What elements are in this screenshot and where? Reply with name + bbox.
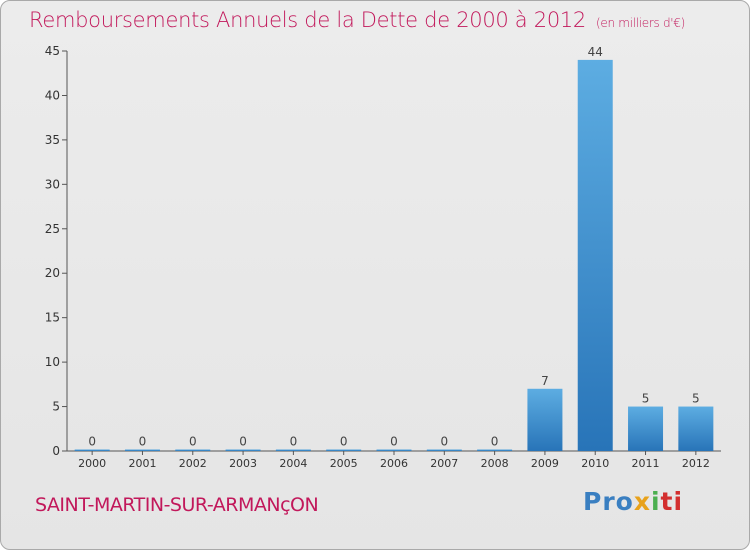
x-tick-label-2012: 2012	[682, 457, 710, 470]
bar-2010	[577, 59, 613, 452]
value-label-2010: 44	[588, 45, 603, 59]
y-tick-label: 35	[45, 133, 60, 147]
value-label-2011: 5	[642, 392, 650, 406]
x-tick-label-2003: 2003	[229, 457, 257, 470]
value-label-2007: 0	[440, 435, 448, 449]
chart-title-text: Remboursements Annuels de la Dette de 20…	[29, 8, 586, 32]
bar-2001	[124, 449, 160, 451]
value-label-2000: 0	[88, 435, 96, 449]
value-label-2001: 0	[139, 435, 147, 449]
x-tick-label-2005: 2005	[330, 457, 358, 470]
value-label-2012: 5	[692, 392, 700, 406]
y-tick-label: 45	[45, 44, 60, 58]
logo-part-3: i	[650, 487, 661, 516]
value-label-2006: 0	[390, 435, 398, 449]
proxiti-logo: Proxiti	[583, 487, 683, 516]
bar-2011	[628, 406, 664, 451]
y-tick-label: 0	[52, 444, 60, 458]
value-label-2003: 0	[239, 435, 247, 449]
y-tick-label: 20	[45, 266, 60, 280]
bar-2005	[326, 449, 362, 451]
chart-unit: (en milliers d'€)	[596, 16, 686, 30]
logo-part-2: x	[633, 487, 651, 516]
x-tick-label-2002: 2002	[179, 457, 207, 470]
commune-name: SAINT-MARTIN-SUR-ARMANçON	[35, 494, 319, 516]
x-tick-label-2006: 2006	[380, 457, 408, 470]
value-label-2002: 0	[189, 435, 197, 449]
x-tick-label-2001: 2001	[128, 457, 156, 470]
chart-bars	[74, 59, 714, 452]
bar-2007	[426, 449, 462, 451]
y-tick-label: 15	[45, 311, 60, 325]
chart-labels: 2000 0 2001 0 2002 0 2003 0 2004 0 2005 0 2006 0 2007 0…	[78, 45, 710, 470]
logo-part-4: ti	[660, 487, 684, 516]
value-label-2009: 7	[541, 374, 549, 388]
value-label-2004: 0	[290, 435, 298, 449]
y-tick-label: 10	[45, 355, 60, 369]
y-tick-label: 40	[45, 88, 60, 102]
bar-2012	[678, 406, 714, 451]
x-tick-label-2004: 2004	[279, 457, 307, 470]
bar-2008	[477, 449, 513, 451]
y-tick-label: 30	[45, 177, 60, 191]
x-tick-label-2010: 2010	[581, 457, 609, 470]
x-tick-label-2011: 2011	[632, 457, 660, 470]
x-tick-label-2007: 2007	[430, 457, 458, 470]
value-label-2008: 0	[491, 435, 499, 449]
value-label-2005: 0	[340, 435, 348, 449]
x-tick-label-2008: 2008	[481, 457, 509, 470]
chart-title: Remboursements Annuels de la Dette de 20…	[29, 8, 685, 32]
x-tick-label-2009: 2009	[531, 457, 559, 470]
bar-2009	[527, 388, 563, 451]
bar-2000	[74, 449, 110, 451]
y-tick-label: 25	[45, 222, 60, 236]
bar-2003	[225, 449, 261, 451]
chart-axes: 0 5 10 15 20 25 30 35 40 45	[45, 44, 721, 458]
bar-2002	[175, 449, 211, 451]
y-tick-label: 5	[52, 400, 60, 414]
bar-2006	[376, 449, 412, 451]
logo-part-1: Pro	[583, 487, 634, 516]
bar-2004	[275, 449, 311, 451]
x-tick-label-2000: 2000	[78, 457, 106, 470]
